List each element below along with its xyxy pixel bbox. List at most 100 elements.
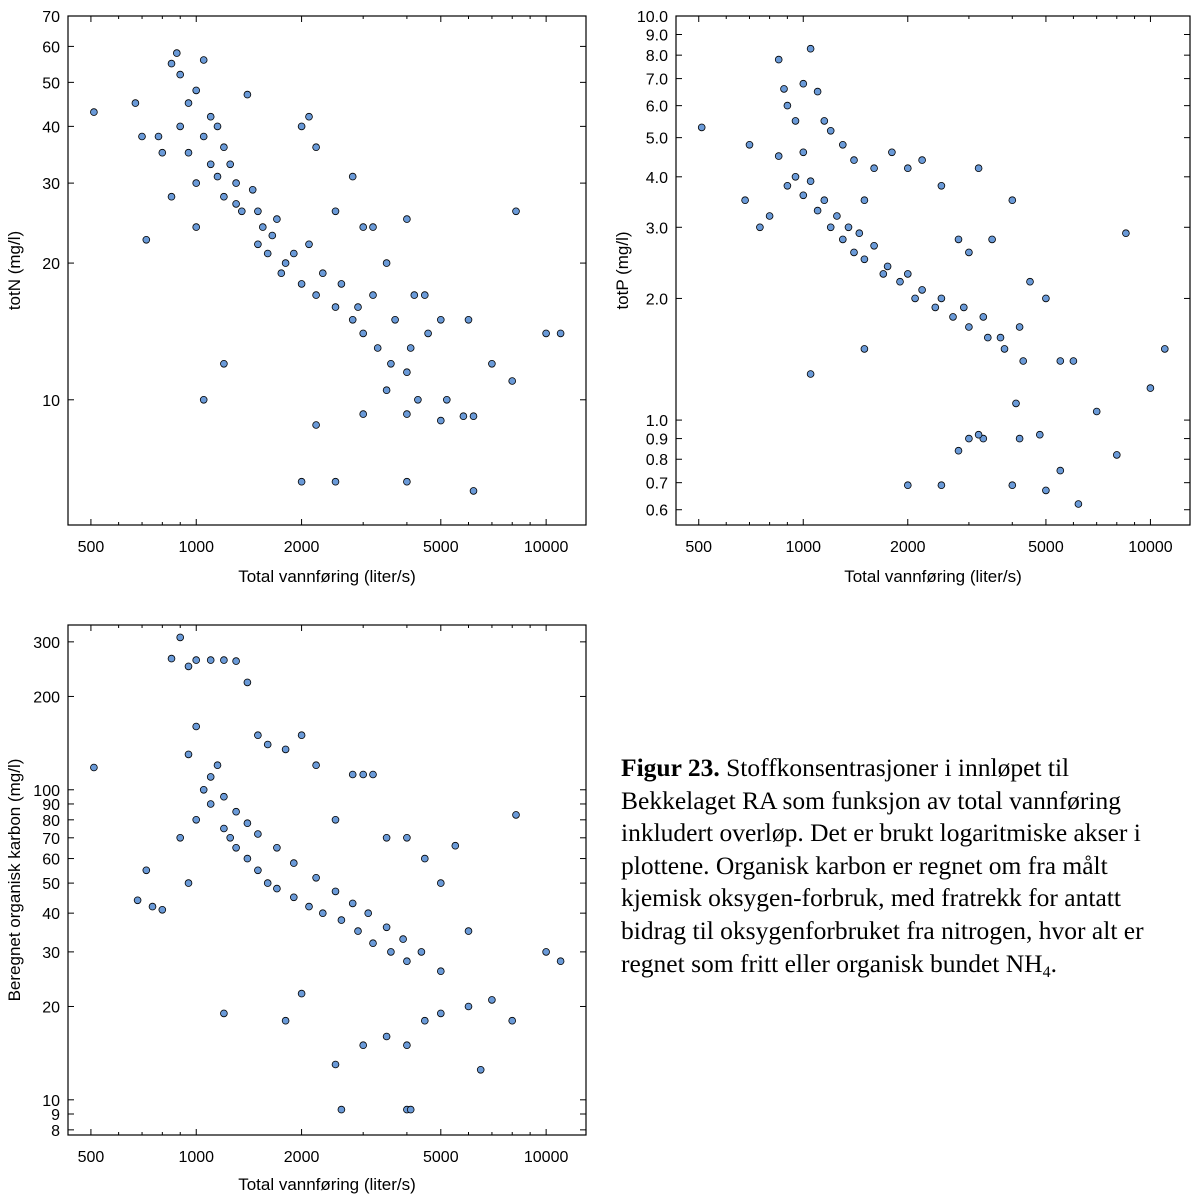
y-tick-label: 70 — [42, 9, 60, 26]
data-point — [844, 223, 853, 232]
data-point — [133, 896, 142, 905]
x-axis-label: Total vannføring (liter/s) — [844, 567, 1022, 586]
data-point — [1026, 277, 1034, 286]
y-tick-label: 40 — [42, 906, 60, 923]
y-tick-label: 60 — [42, 39, 60, 56]
x-tick-label: 5000 — [423, 539, 459, 556]
data-point — [167, 654, 176, 663]
data-point — [167, 192, 176, 201]
y-tick-label: 10 — [42, 393, 60, 410]
data-point — [1056, 466, 1065, 475]
caption-label: Figur 23. — [621, 753, 720, 782]
data-point — [741, 196, 749, 205]
data-point — [931, 303, 940, 312]
data-point — [199, 395, 208, 404]
x-tick-label: 2000 — [284, 1149, 320, 1166]
data-point — [192, 656, 201, 664]
data-points — [90, 633, 565, 1114]
data-point — [459, 412, 468, 421]
data-point — [289, 893, 298, 902]
data-point — [220, 192, 228, 201]
data-point — [855, 229, 864, 238]
data-point — [799, 148, 808, 157]
data-point — [273, 843, 281, 852]
data-point — [903, 270, 912, 278]
data-point — [382, 923, 391, 932]
data-point — [512, 811, 520, 819]
data-point — [937, 182, 946, 190]
data-point — [464, 315, 473, 324]
data-point — [542, 948, 550, 956]
y-tick-label: 6.0 — [646, 99, 668, 116]
x-tick-label: 10000 — [1128, 539, 1173, 556]
data-point — [369, 939, 377, 947]
data-point — [192, 815, 201, 824]
data-point — [988, 235, 996, 244]
data-point — [331, 815, 340, 824]
x-tick-label: 500 — [78, 539, 105, 556]
data-point — [870, 164, 878, 173]
data-point — [1008, 196, 1017, 205]
data-point — [268, 231, 277, 240]
data-point — [436, 967, 445, 975]
y-tick-label: 0.9 — [646, 432, 668, 449]
data-point — [192, 722, 201, 731]
x-tick-label: 500 — [78, 1149, 105, 1166]
data-point — [220, 824, 228, 833]
data-point — [1146, 384, 1155, 392]
data-point — [243, 678, 252, 687]
data-point — [508, 377, 517, 385]
x-tick-label: 2000 — [284, 539, 320, 556]
data-point — [312, 291, 320, 299]
data-point — [403, 957, 411, 965]
data-point — [232, 179, 240, 187]
data-point — [556, 957, 565, 965]
x-tick-label: 1000 — [178, 1149, 214, 1166]
data-point — [903, 481, 912, 490]
data-point — [331, 303, 340, 311]
data-point — [254, 207, 262, 216]
data-point — [206, 800, 215, 808]
data-point — [167, 59, 176, 68]
data-point — [420, 1016, 429, 1025]
data-point — [417, 948, 426, 956]
data-point — [199, 785, 208, 794]
data-point — [488, 359, 496, 368]
x-tick-label: 1000 — [785, 539, 821, 556]
data-point — [184, 879, 193, 887]
data-point — [488, 996, 496, 1004]
data-point — [331, 887, 340, 896]
data-point — [469, 487, 478, 495]
data-point — [289, 859, 298, 867]
data-point — [206, 656, 215, 664]
data-point — [312, 421, 320, 429]
y-tick-label: 0.8 — [646, 452, 668, 469]
y-tick-label: 200 — [33, 689, 60, 706]
data-point — [192, 86, 201, 95]
data-point — [403, 833, 411, 842]
data-point — [312, 761, 320, 769]
data-point — [406, 344, 415, 352]
data-point — [959, 303, 968, 312]
data-point — [403, 368, 411, 377]
data-point — [1042, 486, 1050, 495]
y-tick-label: 4.0 — [646, 170, 668, 187]
data-point — [142, 866, 151, 875]
data-point — [138, 132, 146, 141]
data-point — [199, 132, 208, 141]
data-point — [176, 122, 185, 131]
data-point — [232, 200, 240, 208]
data-point — [254, 731, 262, 739]
data-point — [937, 481, 946, 490]
data-point — [243, 854, 252, 863]
data-point — [359, 770, 368, 779]
x-tick-label: 5000 — [423, 1149, 459, 1166]
data-point — [1113, 451, 1121, 459]
caption-end: . — [1050, 948, 1057, 978]
caption-subscript: 4 — [1042, 963, 1051, 981]
data-point — [806, 177, 815, 186]
data-point — [206, 773, 215, 781]
y-tick-label: 20 — [42, 256, 60, 273]
data-point — [148, 902, 157, 911]
data-point — [996, 333, 1005, 342]
